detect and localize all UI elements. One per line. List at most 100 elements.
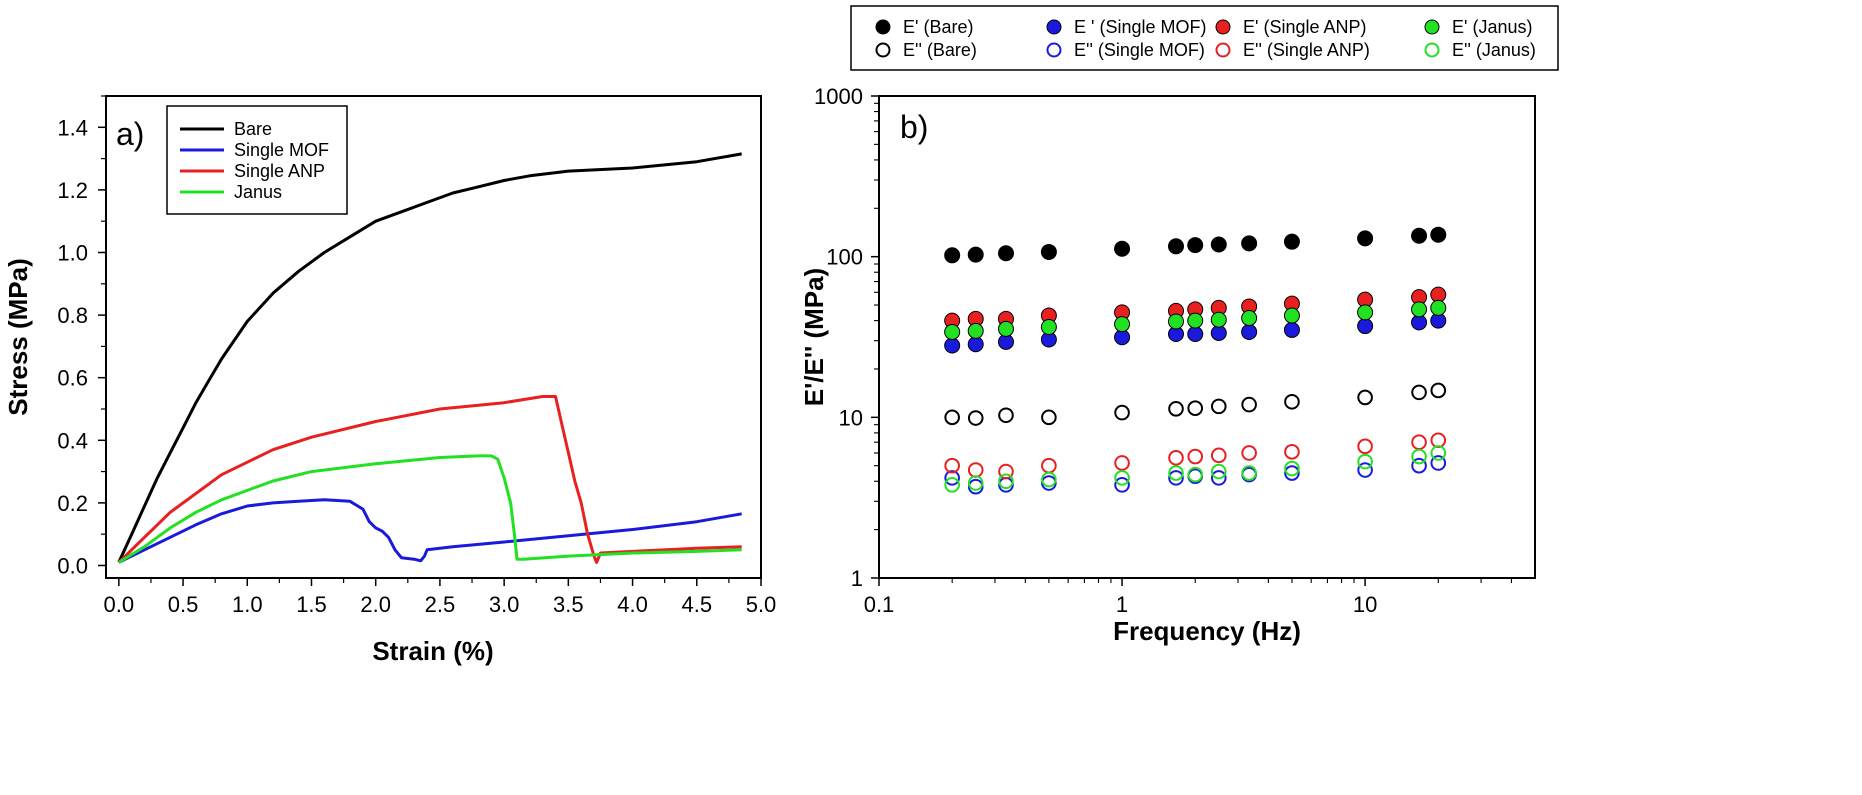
legend-label-a: Bare [234,119,272,139]
marker-e-bare [1283,233,1300,250]
legend-marker-b [1424,19,1440,35]
marker-e-bare [967,410,984,426]
marker-e-single-anp [1430,432,1447,449]
y-tick-label-a: 0.2 [57,491,88,516]
legend-label-a: Janus [234,182,282,202]
legend-label-b: E ' (Single MOF) [1074,17,1206,37]
y-tick-label-a: 1.2 [57,178,88,203]
marker-e-janus [967,475,984,491]
panel-a-stress-strain: 0.0 0.5 1.0 1.5 2.0 2.5 3.0 3.5 4.0 4.5 5.0 0.0 0.2 0… [3,95,777,666]
marker-e-janus [1357,304,1374,321]
marker-e-single-anp [967,462,984,478]
marker-e-bare [1167,238,1184,255]
marker-e-single-mof [1357,318,1374,335]
y-tick-label-a: 0.8 [57,303,88,328]
marker-e-bare [1040,243,1057,260]
series-line-single-mof [118,498,742,564]
marker-e-bare [944,247,961,264]
marker-e-bare [1430,382,1447,399]
marker-e-janus [1040,318,1057,335]
panel-label-a: a) [116,116,144,152]
marker-e-bare [1430,226,1447,243]
marker-e-bare [1187,400,1204,416]
legend-marker-b [1215,42,1231,58]
marker-e-single-anp [1210,447,1227,464]
marker-e-janus [1114,470,1130,486]
marker-e-janus [944,477,960,493]
y-tick-label-a: 0.6 [57,366,88,391]
marker-e-bare [1241,235,1258,252]
marker-e-single-anp [1187,448,1204,465]
marker-e-bare [998,407,1014,424]
marker-e-single-mof [1187,326,1204,343]
legend-box-a [166,105,348,215]
marker-e-janus [1187,312,1204,329]
legend-box-b [850,5,1559,71]
x-axis-title-b: Frequency (Hz) [1113,616,1301,646]
x-tick-label-b: 10 [1353,592,1377,617]
y-tick-label-b: 1 [851,566,863,591]
marker-e-janus [1210,463,1227,480]
x-tick-label-a: 1.5 [296,592,327,617]
marker-e-single-mof [1210,470,1227,486]
series-line-janus [118,454,742,564]
legend-marker-b [875,19,891,35]
marker-e-janus [1041,471,1057,488]
x-tick-label-a: 1.0 [232,592,263,617]
marker-e-janus [944,323,961,340]
legend-marker-b [1215,19,1231,35]
marker-e-single-anp [1284,444,1300,460]
marker-e-janus [1411,301,1428,318]
legend-label-b: E' (Bare) [903,17,973,37]
series-line-bare [117,152,742,564]
marker-e-bare [1411,384,1427,401]
marker-e-single-mof [1284,465,1300,481]
marker-e-janus [1411,448,1427,465]
ticks-group-a: 0.0 0.5 1.0 1.5 2.0 2.5 3.0 3.5 4.0 4.5 5.0 0.0 0.2 0… [57,95,777,617]
panel-label-b: b) [900,109,928,145]
marker-e-bare [1357,389,1373,406]
legend-label-b: E'' (Janus) [1452,40,1536,60]
marker-e-single-mof [1411,457,1427,474]
marker-e-single-anp [1041,457,1057,474]
y-tick-label-a: 1.0 [57,240,88,265]
x-tick-label-a: 0.5 [168,592,199,617]
marker-e-single-mof [944,337,961,354]
legend-label-a: Single ANP [234,161,325,181]
x-tick-label-a: 3.0 [489,592,520,617]
marker-e-single-mof [1430,455,1447,471]
y-axis-title-a: Stress (MPa) [3,258,33,416]
marker-e-janus [1430,299,1447,316]
marker-e-bare [1210,398,1227,415]
legend-label-b: E'' (Single MOF) [1074,40,1205,60]
marker-e-bare [944,409,960,426]
x-tick-label-b: 1 [1116,592,1128,617]
x-tick-label-b: 0.1 [864,592,895,617]
marker-e-bare [1357,230,1374,247]
marker-e-single-anp [944,457,960,474]
y-tick-label-b: 10 [839,405,863,430]
y-tick-label-a: 0.4 [57,428,88,453]
marker-e-bare [1411,227,1428,244]
marker-e-janus [1241,310,1258,327]
x-tick-label-a: 3.5 [553,592,584,617]
marker-e-janus [967,322,984,339]
y-tick-label-b: 1000 [814,84,863,109]
x-tick-label-a: 0.0 [104,592,135,617]
marker-e-janus [1430,445,1447,461]
x-tick-label-a: 4.0 [617,592,648,617]
marker-e-bare [1241,396,1257,413]
legend-marker-b [1424,42,1440,58]
marker-e-bare [1114,240,1131,257]
marker-e-single-anp [1357,438,1373,455]
marker-e-bare [1284,393,1300,410]
x-tick-label-a: 4.5 [681,592,712,617]
series-line-single-anp [117,395,742,564]
series-group-b [944,226,1447,495]
marker-e-single-mof [1114,477,1130,493]
marker-e-single-anp [1114,455,1130,471]
marker-e-janus [1241,465,1257,481]
x-tick-label-a: 5.0 [746,592,777,617]
marker-e-janus [1210,311,1227,328]
marker-e-janus [1187,466,1204,483]
